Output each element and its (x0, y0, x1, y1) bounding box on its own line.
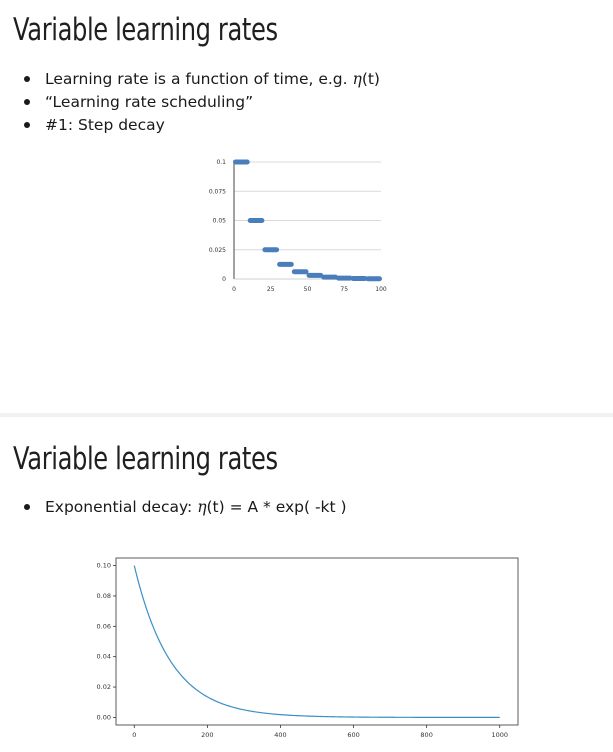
x-tick-label: 75 (340, 286, 348, 293)
slide-exponential-decay: Variable learning rates Exponential deca… (0, 417, 613, 752)
bullet-item: Learning rate is a function of time, e.g… (0, 69, 380, 92)
x-tick-label: 200 (201, 731, 213, 739)
bullet-list: Exponential decay: η(t) = A * exp( -kt ) (0, 497, 347, 520)
x-tick-label: 100 (375, 286, 387, 293)
x-tick-label: 0 (132, 731, 136, 739)
bullet-item: “Learning rate scheduling” (0, 92, 380, 115)
bullet-text-suffix: (t) (361, 70, 380, 88)
y-tick-label: 0.06 (97, 622, 111, 630)
bullet-dot-icon (24, 504, 30, 510)
bullet-item: Exponential decay: η(t) = A * exp( -kt ) (0, 497, 347, 520)
y-tick-label: 0.00 (97, 713, 111, 721)
slide-title: Variable learning rates (13, 12, 278, 48)
x-tick-label: 0 (232, 286, 236, 293)
y-tick-label: 0.05 (213, 218, 227, 225)
bullet-dot-icon (24, 99, 30, 105)
bullet-text: Exponential decay: (45, 498, 198, 516)
y-tick-label: 0.1 (216, 159, 226, 166)
x-tick-label: 600 (347, 731, 359, 739)
y-tick-label: 0.04 (97, 653, 111, 661)
bullet-text: “Learning rate scheduling” (45, 93, 254, 111)
y-tick-label: 0.02 (97, 683, 111, 691)
x-tick-label: 25 (267, 286, 275, 293)
exponential-decay-line (133, 565, 500, 718)
bullet-text: #1: Step decay (45, 116, 165, 134)
bullet-dot-icon (24, 76, 30, 82)
exponential-decay-chart: 0.00 0.02 0.04 0.06 0.08 0.10 0 200 400 600 800 100… (97, 557, 519, 739)
bullet-item: #1: Step decay (0, 115, 380, 138)
y-tick-label: 0.10 (97, 562, 111, 570)
bullet-list: Learning rate is a function of time, e.g… (0, 69, 380, 138)
slide-step-decay: Variable learning rates Learning rate is… (0, 12, 387, 293)
x-tick-label: 400 (274, 731, 286, 739)
slide-title: Variable learning rates (13, 441, 278, 477)
x-tick-label: 800 (420, 731, 432, 739)
y-tick-label: 0.025 (209, 247, 226, 254)
y-tick-label: 0 (222, 276, 226, 283)
x-tick-label: 50 (304, 286, 312, 293)
x-tick-label: 1000 (491, 731, 508, 739)
y-tick-label: 0.075 (209, 188, 226, 195)
bullet-text-suffix: (t) = A * exp( -kt ) (206, 498, 347, 516)
bullet-dot-icon (24, 122, 30, 128)
plot-frame (115, 557, 519, 726)
eta-symbol: η (197, 498, 207, 516)
bullet-text: Learning rate is a function of time, e.g… (45, 70, 353, 88)
y-tick-label: 0.08 (97, 592, 111, 600)
eta-symbol: η (352, 70, 362, 88)
slide-separator (0, 413, 613, 417)
step-decay-chart: 0 0.025 0.05 0.075 0.1 0 25 50 75 100 (209, 159, 387, 293)
